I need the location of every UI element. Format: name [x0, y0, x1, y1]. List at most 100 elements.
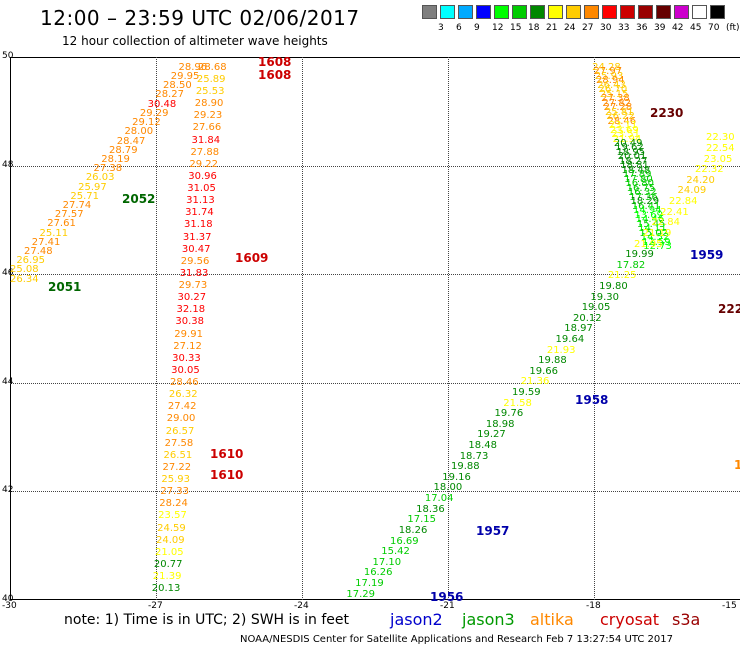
wave-height-label: 27.61 — [47, 218, 76, 230]
wave-height-label: 21.93 — [546, 344, 576, 356]
wave-height-label: 22.32 — [694, 164, 724, 176]
wave-height-label: 25.08 — [10, 264, 39, 276]
wave-height-label: 28.50 — [163, 80, 192, 92]
wave-height-label: 29.29 — [139, 107, 169, 119]
lat-gridline — [10, 382, 740, 384]
wave-height-label: 26.95 — [16, 255, 45, 267]
legend-swatch — [710, 5, 725, 19]
wave-height-label: 23.51 — [611, 129, 640, 141]
wave-height-label: 22.41 — [660, 206, 689, 218]
page-title: 12:00 – 23:59 UTC 02/06/2017 — [40, 6, 360, 30]
wave-height-label: 14.94 — [633, 205, 662, 217]
lat-tick-label: 40 — [2, 594, 14, 604]
wave-height-label: 28.47 — [116, 135, 146, 147]
wave-height-label: 24.20 — [686, 174, 715, 186]
wave-height-label: 17.36 — [629, 191, 658, 203]
wave-height-label: 23.57 — [158, 510, 187, 522]
wave-height-label: 20.77 — [153, 558, 183, 570]
lon-tick-label: -30 — [2, 601, 17, 611]
legend-tick-label: 12 — [492, 23, 504, 33]
wave-height-label: 16.75 — [626, 182, 656, 194]
wave-height-label: 31.13 — [186, 195, 215, 207]
wave-height-label: 29.00 — [166, 413, 196, 425]
wave-height-label: 27.97 — [593, 66, 623, 78]
wave-height-label: 18.97 — [564, 323, 593, 335]
legend-swatch — [638, 5, 653, 19]
wave-height-label: 18.98 — [485, 418, 515, 430]
wave-height-label: 29.73 — [178, 280, 208, 292]
wave-height-label: 12.73 — [643, 241, 672, 253]
wave-height-label: 22.30 — [706, 132, 735, 144]
wave-height-label: 19.30 — [590, 291, 620, 303]
lon-gridline — [156, 57, 157, 600]
wave-height-label: 30.48 — [147, 98, 177, 110]
wave-height-label: 27.22 — [162, 461, 192, 473]
lat-gridline — [10, 165, 740, 167]
wave-height-label: 27.48 — [24, 246, 53, 257]
lon-tick-label: -21 — [440, 601, 455, 611]
wave-height-label: 25.93 — [161, 474, 191, 486]
wave-height-label: 16.69 — [389, 535, 419, 547]
wave-height-label: 29.12 — [132, 117, 161, 129]
wave-height-label: 27.58 — [164, 437, 194, 449]
wave-height-label: 19.88 — [538, 355, 567, 367]
legend-swatch — [692, 5, 707, 19]
wave-height-label: 26.70 — [598, 84, 628, 96]
legend-tick-label: 9 — [474, 23, 480, 33]
wave-height-label: 23.05 — [703, 153, 733, 165]
wave-height-label: 29.95 — [170, 71, 200, 83]
wave-height-label: 28.96 — [178, 61, 208, 73]
wave-height-label: 15.45 — [636, 218, 666, 230]
pass-time-label: 1959 — [690, 248, 724, 262]
wave-height-label: 17.82 — [616, 259, 646, 271]
wave-height-label: 29.91 — [174, 328, 203, 340]
lat-tick-label: 44 — [2, 376, 14, 387]
wave-height-label: 22.54 — [706, 143, 735, 155]
wave-height-label: 16.32 — [627, 187, 657, 199]
wave-height-label: 20.12 — [572, 312, 602, 324]
legend-tick-label: 24 — [564, 23, 576, 33]
wave-height-label: 26.51 — [163, 449, 193, 461]
wave-height-label: 25.81 — [604, 106, 634, 118]
wave-height-label: 16.26 — [363, 567, 393, 579]
wave-height-label: 30.47 — [181, 243, 211, 255]
pass-time-label: 1956 — [430, 590, 464, 604]
wave-height-label: 18.48 — [621, 164, 651, 176]
legend-swatch — [512, 5, 527, 19]
wave-height-label: 27.12 — [173, 340, 202, 352]
wave-height-label: 18.29 — [630, 196, 660, 208]
wave-height-label: 21.95 — [633, 238, 663, 250]
legend-swatch — [458, 5, 473, 19]
wave-height-label: 17.04 — [424, 493, 454, 505]
wave-height-label: 27.33 — [160, 486, 189, 498]
legend-tick-label: 3 — [438, 23, 444, 33]
wave-height-label: 31.37 — [182, 231, 212, 243]
wave-height-label: 24.09 — [677, 185, 707, 197]
wave-height-label: 28.46 — [170, 377, 199, 389]
wave-height-label: 21.19 — [642, 227, 672, 239]
wave-height-label: 21.25 — [607, 270, 637, 282]
legend-swatch — [602, 5, 617, 19]
lat-gridline — [10, 274, 740, 276]
legend-swatch — [584, 5, 599, 19]
wave-height-label: 21.94 — [612, 133, 642, 145]
wave-height-label: 28.68 — [197, 61, 227, 73]
wave-height-label: 19.99 — [625, 249, 654, 261]
wave-height-label: 27.38 — [93, 163, 123, 175]
legend-swatch — [566, 5, 581, 19]
satellite-key-cryosat: cryosat — [600, 610, 660, 629]
wave-height-label: 25.15 — [599, 88, 629, 100]
wave-height-label: 22.84 — [651, 217, 681, 229]
wave-height-label: 31.74 — [185, 207, 214, 219]
wave-height-label: 32.18 — [176, 304, 206, 316]
wave-height-label: 30.38 — [175, 316, 205, 328]
pass-time-label: 1957 — [476, 524, 510, 538]
legend-swatch — [548, 5, 563, 19]
lon-tick-label: -15 — [722, 601, 737, 611]
wave-height-label: 27.74 — [62, 199, 92, 211]
lat-tick-label: 42 — [2, 485, 14, 496]
pass-time-label: 2052 — [122, 192, 156, 206]
wave-height-label: 30.33 — [172, 352, 201, 364]
legend-swatch — [494, 5, 509, 19]
pass-time-label: 1610 — [210, 447, 244, 461]
